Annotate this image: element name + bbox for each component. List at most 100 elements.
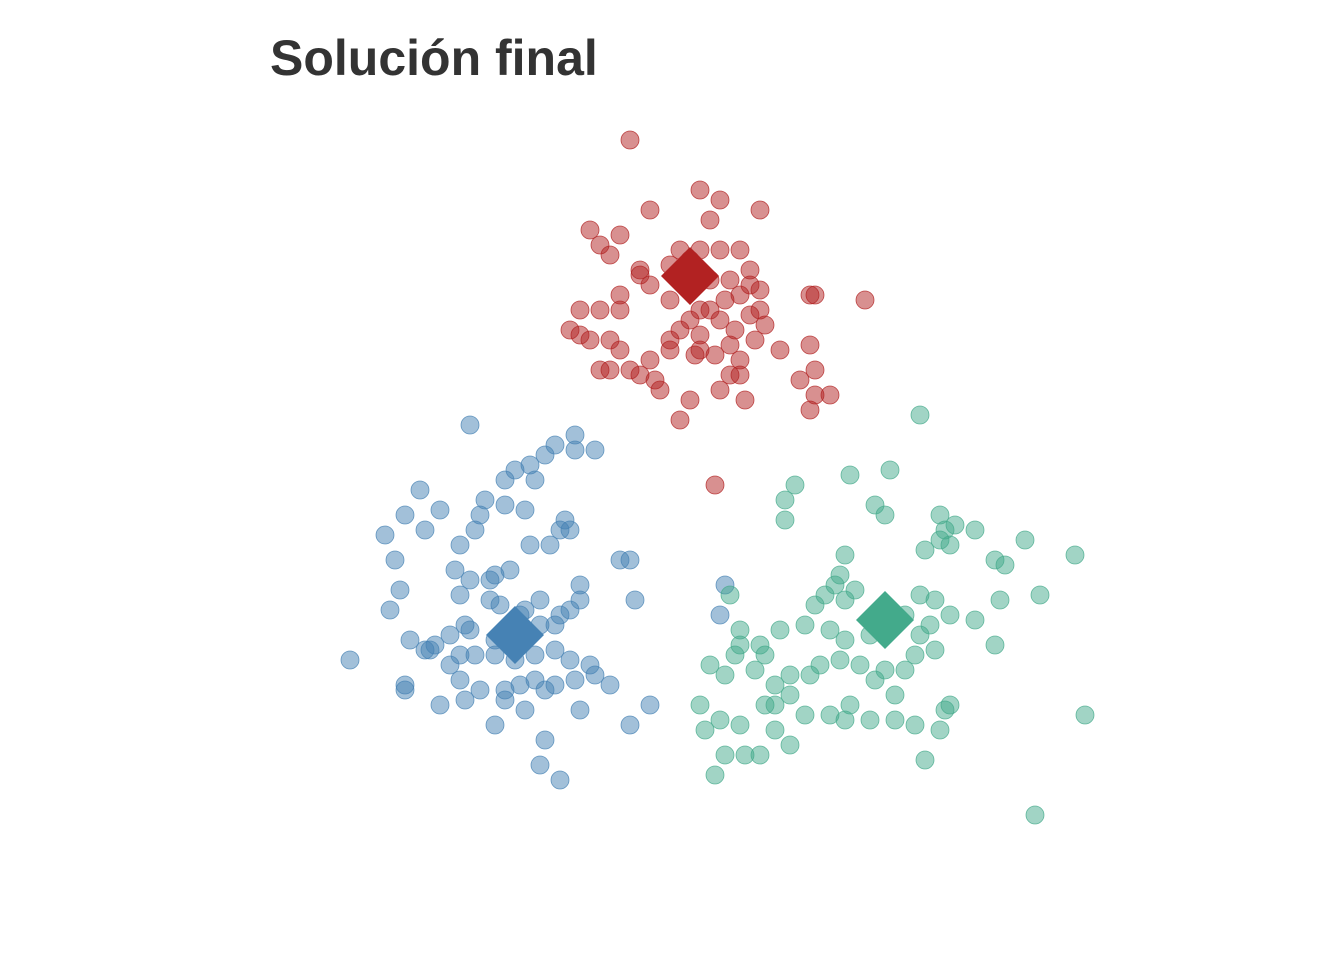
data-point-cluster-3 [875, 505, 895, 525]
data-point-cluster-2 [380, 600, 400, 620]
data-point-cluster-2 [480, 570, 500, 590]
data-point-cluster-1 [800, 335, 820, 355]
data-point-cluster-2 [430, 500, 450, 520]
data-point-cluster-3 [990, 590, 1010, 610]
data-point-cluster-1 [745, 330, 765, 350]
data-point-cluster-3 [1015, 530, 1035, 550]
data-point-cluster-3 [850, 655, 870, 675]
data-point-cluster-3 [995, 555, 1015, 575]
data-point-cluster-1 [730, 365, 750, 385]
data-point-cluster-1 [750, 300, 770, 320]
data-point-cluster-3 [780, 665, 800, 685]
data-point-cluster-2 [450, 535, 470, 555]
data-point-cluster-3 [885, 685, 905, 705]
data-point-cluster-3 [940, 605, 960, 625]
data-point-cluster-2 [550, 605, 570, 625]
data-point-cluster-3 [925, 640, 945, 660]
data-point-cluster-2 [565, 425, 585, 445]
data-point-cluster-1 [710, 310, 730, 330]
data-point-cluster-2 [375, 525, 395, 545]
data-point-cluster-3 [820, 620, 840, 640]
data-point-cluster-2 [540, 535, 560, 555]
data-point-cluster-2 [485, 645, 505, 665]
data-point-cluster-2 [465, 645, 485, 665]
data-point-cluster-3 [835, 545, 855, 565]
data-point-cluster-2 [455, 690, 475, 710]
data-point-cluster-2 [445, 560, 465, 580]
data-point-cluster-2 [610, 550, 630, 570]
data-point-cluster-3 [880, 460, 900, 480]
data-point-cluster-1 [570, 325, 590, 345]
data-point-cluster-1 [690, 340, 710, 360]
data-point-cluster-1 [640, 275, 660, 295]
data-point-cluster-3 [765, 675, 785, 695]
data-point-cluster-3 [770, 620, 790, 640]
data-point-cluster-3 [1025, 805, 1045, 825]
data-point-cluster-1 [600, 330, 620, 350]
data-point-cluster-2 [450, 670, 470, 690]
data-point-cluster-1 [770, 340, 790, 360]
data-point-cluster-3 [885, 710, 905, 730]
data-point-cluster-3 [930, 720, 950, 740]
data-point-cluster-1 [590, 360, 610, 380]
data-point-cluster-1 [800, 400, 820, 420]
data-point-cluster-3 [780, 735, 800, 755]
data-point-cluster-2 [585, 440, 605, 460]
data-point-cluster-1 [590, 300, 610, 320]
data-point-cluster-2 [525, 645, 545, 665]
data-point-cluster-3 [785, 475, 805, 495]
data-point-cluster-2 [385, 550, 405, 570]
data-point-cluster-2 [415, 520, 435, 540]
data-point-cluster-2 [545, 640, 565, 660]
data-point-cluster-2 [530, 590, 550, 610]
data-point-cluster-3 [720, 585, 740, 605]
data-point-cluster-2 [450, 585, 470, 605]
data-point-cluster-2 [550, 770, 570, 790]
data-point-cluster-2 [640, 695, 660, 715]
data-point-cluster-1 [720, 270, 740, 290]
data-point-cluster-2 [460, 415, 480, 435]
data-point-cluster-3 [690, 695, 710, 715]
data-point-cluster-1 [640, 200, 660, 220]
data-point-cluster-3 [905, 645, 925, 665]
data-point-cluster-1 [805, 360, 825, 380]
data-point-cluster-2 [495, 690, 515, 710]
data-point-cluster-1 [705, 475, 725, 495]
data-point-cluster-1 [610, 285, 630, 305]
data-point-cluster-3 [915, 540, 935, 560]
data-point-cluster-2 [560, 650, 580, 670]
data-point-cluster-1 [820, 385, 840, 405]
data-point-cluster-3 [840, 695, 860, 715]
data-point-cluster-3 [725, 645, 745, 665]
data-point-cluster-3 [860, 710, 880, 730]
data-point-cluster-1 [660, 340, 680, 360]
data-point-cluster-1 [650, 380, 670, 400]
data-point-cluster-3 [1030, 585, 1050, 605]
data-point-cluster-2 [390, 580, 410, 600]
centroid-marker-cluster-2 [486, 606, 544, 664]
data-point-cluster-1 [610, 225, 630, 245]
data-point-cluster-3 [715, 665, 735, 685]
data-point-cluster-2 [440, 625, 460, 645]
data-point-cluster-3 [805, 595, 825, 615]
data-point-cluster-3 [775, 510, 795, 530]
data-point-cluster-1 [730, 240, 750, 260]
data-point-cluster-3 [795, 615, 815, 635]
data-point-cluster-2 [425, 635, 445, 655]
data-point-cluster-3 [895, 660, 915, 680]
data-point-cluster-3 [965, 610, 985, 630]
data-point-cluster-1 [700, 210, 720, 230]
data-point-cluster-3 [705, 765, 725, 785]
data-point-cluster-2 [515, 700, 535, 720]
data-point-cluster-1 [570, 300, 590, 320]
data-point-cluster-3 [795, 705, 815, 725]
data-point-cluster-3 [910, 625, 930, 645]
data-point-cluster-3 [745, 660, 765, 680]
data-point-cluster-2 [430, 695, 450, 715]
data-point-cluster-3 [965, 520, 985, 540]
data-point-cluster-1 [690, 180, 710, 200]
data-point-cluster-3 [710, 710, 730, 730]
data-point-cluster-1 [660, 290, 680, 310]
data-point-cluster-2 [625, 590, 645, 610]
